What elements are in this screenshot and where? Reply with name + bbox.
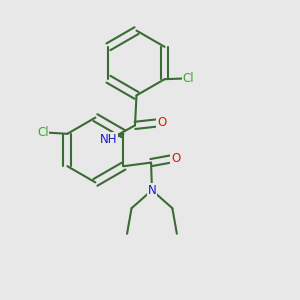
Text: N: N — [148, 184, 156, 197]
Text: O: O — [171, 152, 180, 165]
Text: Cl: Cl — [37, 126, 49, 139]
Text: NH: NH — [100, 133, 117, 146]
Text: O: O — [158, 116, 166, 129]
Text: Cl: Cl — [183, 72, 194, 85]
